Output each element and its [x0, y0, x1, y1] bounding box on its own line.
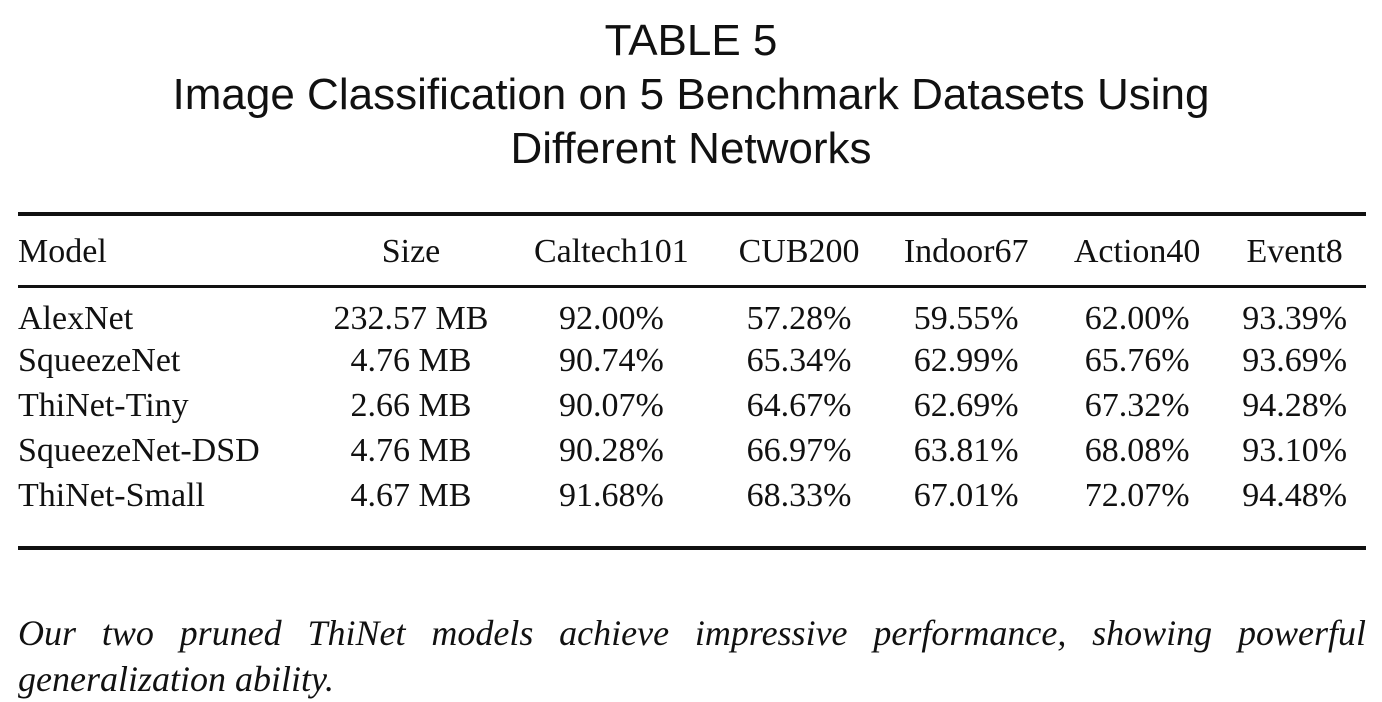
header-cub200: CUB200: [738, 233, 860, 270]
cell-caltech101: 90.28%: [558, 431, 664, 469]
cell-action40: 65.76%: [1084, 341, 1190, 379]
cell-caltech101: 90.07%: [558, 386, 664, 424]
table-row: ThiNet-Small 4.67 MB 91.68% 68.33% 67.01…: [18, 473, 1366, 518]
cell-size: 4.76 MB: [350, 431, 472, 469]
cell-caltech101: 91.68%: [558, 476, 664, 514]
cell-size: 4.67 MB: [350, 476, 472, 514]
cell-event8: 94.28%: [1242, 386, 1348, 424]
header-event8: Event8: [1246, 233, 1343, 270]
cell-event8: 93.10%: [1242, 431, 1348, 469]
cell-cub200: 64.67%: [746, 386, 852, 424]
cell-model: ThiNet-Tiny: [18, 386, 189, 424]
cell-event8: 93.39%: [1242, 300, 1348, 337]
cell-model: SqueezeNet-DSD: [18, 431, 260, 469]
cell-action40: 68.08%: [1084, 431, 1190, 469]
cell-indoor67: 67.01%: [913, 476, 1019, 514]
header-indoor67: Indoor67: [903, 233, 1029, 270]
table-title-line-1: Image Classification on 5 Benchmark Data…: [172, 70, 1210, 119]
cell-cub200: 68.33%: [746, 476, 852, 514]
cell-size: 232.57 MB: [333, 300, 489, 337]
cell-size: 4.76 MB: [350, 341, 472, 379]
table-note: Our two pruned ThiNet models achieve imp…: [18, 613, 1366, 699]
cell-size: 2.66 MB: [350, 386, 472, 424]
table-title-line-2: Different Networks: [510, 124, 872, 173]
table-row: SqueezeNet 4.76 MB 90.74% 65.34% 62.99% …: [18, 338, 1366, 383]
cell-model: SqueezeNet: [18, 341, 181, 379]
table-row: ThiNet-Tiny 2.66 MB 90.07% 64.67% 62.69%…: [18, 383, 1366, 428]
cell-cub200: 57.28%: [746, 300, 852, 337]
bottom-rule: [18, 546, 1366, 550]
top-rule: [18, 212, 1366, 216]
cell-model: ThiNet-Small: [18, 476, 205, 514]
table-row: SqueezeNet-DSD 4.76 MB 90.28% 66.97% 63.…: [18, 428, 1366, 473]
header-row: Model Size Caltech101 CUB200 Indoor67 Ac…: [18, 218, 1366, 286]
header-rule: [18, 285, 1366, 288]
cell-cub200: 65.34%: [746, 341, 852, 379]
table-header: Model Size Caltech101 CUB200 Indoor67 Ac…: [18, 218, 1366, 286]
cell-caltech101: 90.74%: [558, 341, 664, 379]
cell-cub200: 66.97%: [746, 431, 852, 469]
cell-event8: 94.48%: [1242, 476, 1348, 514]
cell-event8: 93.69%: [1242, 341, 1348, 379]
cell-model: AlexNet: [18, 300, 134, 337]
table-body: AlexNet 232.57 MB 92.00% 57.28% 59.55% 6…: [18, 286, 1366, 518]
results-table: Model Size Caltech101 CUB200 Indoor67 Ac…: [18, 218, 1366, 518]
cell-indoor67: 62.99%: [913, 341, 1019, 379]
cell-action40: 72.07%: [1084, 476, 1190, 514]
header-size: Size: [381, 233, 441, 270]
cell-action40: 62.00%: [1084, 300, 1190, 337]
cell-indoor67: 63.81%: [913, 431, 1019, 469]
cell-caltech101: 92.00%: [558, 300, 664, 337]
header-model: Model: [18, 233, 107, 270]
cell-action40: 67.32%: [1084, 386, 1190, 424]
header-action40: Action40: [1073, 233, 1201, 270]
table-label: TABLE 5: [604, 16, 778, 65]
header-caltech101: Caltech101: [533, 233, 689, 270]
table-caption: TABLE 5 Image Classification on 5 Benchm…: [0, 14, 1382, 176]
table-row: AlexNet 232.57 MB 92.00% 57.28% 59.55% 6…: [18, 286, 1366, 338]
cell-indoor67: 62.69%: [913, 386, 1019, 424]
cell-indoor67: 59.55%: [913, 300, 1019, 337]
